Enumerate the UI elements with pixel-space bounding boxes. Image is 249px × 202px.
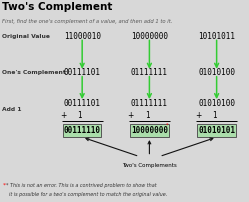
Text: 01010101: 01010101 — [198, 126, 235, 135]
Text: 1: 1 — [212, 111, 217, 120]
Text: 00111110: 00111110 — [64, 126, 101, 135]
Text: +: + — [195, 111, 201, 120]
Text: 01111111: 01111111 — [131, 99, 168, 107]
FancyBboxPatch shape — [63, 124, 102, 137]
Text: +: + — [60, 111, 67, 120]
Text: +: + — [127, 111, 134, 120]
Text: * This is not an error. This is a contrived problem to show that: * This is not an error. This is a contri… — [6, 183, 157, 188]
Text: 01111111: 01111111 — [131, 68, 168, 77]
Text: 11000010: 11000010 — [64, 32, 101, 41]
Text: it is possible for a two's complement to match the original value.: it is possible for a two's complement to… — [6, 192, 168, 197]
Text: Two's Complements: Two's Complements — [122, 163, 177, 168]
Text: Original Value: Original Value — [2, 34, 50, 39]
Text: Add 1: Add 1 — [2, 107, 22, 112]
Text: 01010100: 01010100 — [198, 68, 235, 77]
Text: 1: 1 — [77, 111, 82, 120]
Text: 10101011: 10101011 — [198, 32, 235, 41]
Text: Two's Complement: Two's Complement — [2, 2, 113, 12]
Text: 10000000: 10000000 — [131, 32, 168, 41]
Text: 00111101: 00111101 — [64, 99, 101, 107]
Text: *: * — [3, 183, 6, 188]
Text: *: * — [166, 123, 169, 128]
Text: First, find the one's complement of a value, and then add 1 to it.: First, find the one's complement of a va… — [2, 19, 173, 24]
FancyBboxPatch shape — [130, 124, 169, 137]
Text: 01010100: 01010100 — [198, 99, 235, 107]
Text: 10000000: 10000000 — [131, 126, 168, 135]
FancyBboxPatch shape — [197, 124, 236, 137]
Text: 00111101: 00111101 — [64, 68, 101, 77]
Text: 1: 1 — [145, 111, 149, 120]
Text: One's Complement: One's Complement — [2, 70, 66, 75]
